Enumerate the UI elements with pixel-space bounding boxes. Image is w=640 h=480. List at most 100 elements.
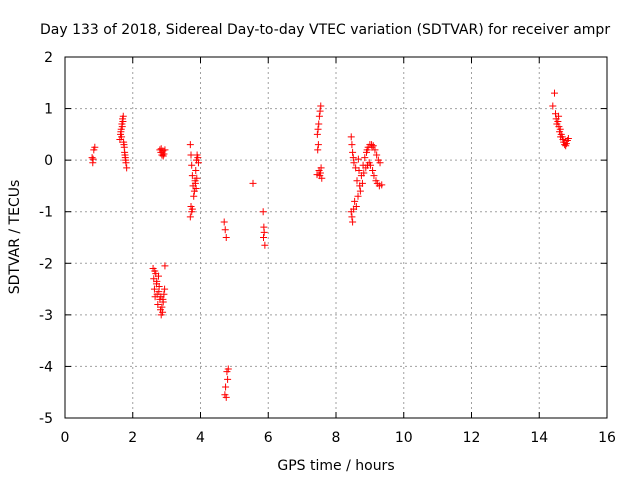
data-point xyxy=(369,166,377,174)
data-point xyxy=(354,192,362,200)
data-point xyxy=(360,169,368,177)
data-point xyxy=(317,164,325,172)
data-point xyxy=(314,146,322,154)
x-tick-label: 0 xyxy=(61,430,70,446)
data-point xyxy=(352,164,360,172)
data-point xyxy=(154,301,162,309)
y-tick-label: 1 xyxy=(44,102,53,118)
data-point xyxy=(118,133,126,141)
data-point xyxy=(358,179,366,187)
data-point xyxy=(150,285,158,293)
data-point xyxy=(186,213,194,221)
data-point xyxy=(222,234,230,241)
data-point xyxy=(260,234,268,241)
data-point xyxy=(348,141,356,149)
data-point xyxy=(188,205,196,213)
data-point xyxy=(313,130,321,138)
data-point xyxy=(122,156,130,164)
data-point xyxy=(363,146,371,154)
data-point xyxy=(222,393,230,401)
x-tick-label: 2 xyxy=(128,430,137,446)
data-point xyxy=(224,375,232,383)
data-point xyxy=(349,154,357,162)
data-point xyxy=(562,140,570,148)
data-point xyxy=(194,154,202,162)
data-point xyxy=(89,155,97,163)
data-point xyxy=(161,146,169,154)
plot-area xyxy=(64,56,608,419)
data-point xyxy=(550,89,558,97)
data-point xyxy=(261,241,269,249)
data-point xyxy=(313,171,321,179)
data-point xyxy=(378,181,386,189)
x-tick-label: 12 xyxy=(463,430,481,446)
data-point xyxy=(220,218,228,226)
data-point xyxy=(561,141,569,149)
data-point xyxy=(368,143,376,151)
data-point xyxy=(159,308,167,316)
data-point xyxy=(123,164,131,172)
data-point xyxy=(316,169,324,177)
data-point xyxy=(187,151,195,159)
data-point xyxy=(354,155,362,163)
data-point xyxy=(120,138,128,146)
data-point xyxy=(155,288,163,296)
data-points xyxy=(88,89,572,401)
data-point xyxy=(222,383,230,391)
chart-title: Day 133 of 2018, Sidereal Day-to-day VTE… xyxy=(40,22,610,38)
data-point xyxy=(349,218,357,226)
data-point xyxy=(554,117,562,125)
data-point xyxy=(193,174,201,182)
data-point xyxy=(555,112,563,120)
data-point xyxy=(119,117,127,125)
data-point xyxy=(353,177,361,185)
x-tick-label: 8 xyxy=(332,430,341,446)
data-point xyxy=(350,159,358,167)
y-axis-label: SDTVAR / TECUs xyxy=(7,180,23,295)
y-tick-label: -3 xyxy=(39,308,53,324)
x-axis-label: GPS time / hours xyxy=(277,458,394,474)
data-point xyxy=(121,151,129,159)
grid-lines xyxy=(65,57,607,418)
data-point xyxy=(188,161,196,169)
data-point xyxy=(370,172,378,180)
data-point xyxy=(347,133,355,141)
data-point xyxy=(118,123,126,131)
y-tick-label: -5 xyxy=(39,411,53,427)
data-point xyxy=(348,213,356,221)
data-point xyxy=(349,148,357,156)
data-point xyxy=(190,192,198,200)
y-tick-label: -4 xyxy=(39,359,53,375)
x-tick-label: 16 xyxy=(598,430,616,446)
x-tick-label: 10 xyxy=(395,430,413,446)
data-point xyxy=(117,128,125,136)
data-point xyxy=(376,159,384,167)
data-point xyxy=(314,141,322,149)
data-point xyxy=(557,133,565,141)
y-tick-label: 0 xyxy=(44,153,53,169)
data-point xyxy=(564,134,572,142)
data-point xyxy=(260,228,268,236)
data-point xyxy=(191,179,199,187)
data-point xyxy=(369,142,377,150)
data-point xyxy=(161,262,169,270)
data-point xyxy=(549,102,557,110)
data-point xyxy=(154,272,162,280)
data-point xyxy=(186,141,194,149)
data-point xyxy=(188,172,196,180)
data-point xyxy=(224,365,232,373)
x-tick-label: 6 xyxy=(264,430,273,446)
data-point xyxy=(120,143,128,151)
y-tick-label: 2 xyxy=(44,50,53,66)
data-point xyxy=(315,120,323,128)
y-tick-label: -1 xyxy=(39,205,53,221)
data-point xyxy=(361,154,369,162)
data-point xyxy=(192,166,200,174)
data-point xyxy=(91,143,99,151)
data-point xyxy=(161,285,169,293)
data-point xyxy=(315,112,323,120)
data-point xyxy=(159,152,167,160)
data-point xyxy=(318,174,326,182)
